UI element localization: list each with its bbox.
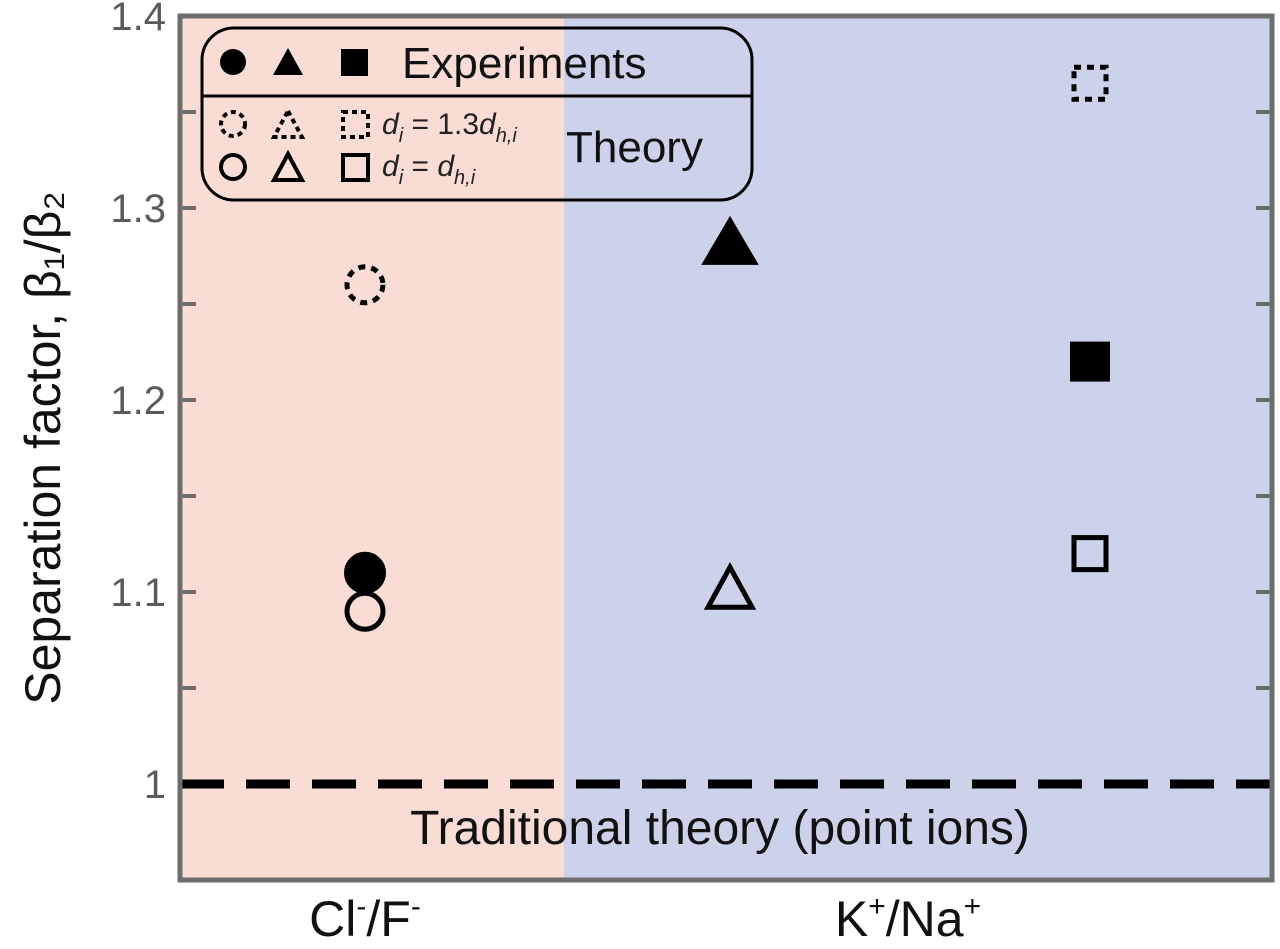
- category-label-k-na: K+/Na+: [835, 890, 981, 947]
- legend-theory-dotted-circle-icon: [219, 110, 247, 138]
- data-markers: [344, 64, 1110, 632]
- legend-experiment-square-icon: [341, 49, 368, 76]
- plot-frame: [177, 13, 1275, 883]
- y-tick-label: 1.1: [110, 571, 166, 615]
- filled-circle-marker: [344, 551, 386, 594]
- k-na-region-background: [564, 16, 1272, 880]
- y-tick-label: 1: [144, 763, 166, 807]
- open-square-marker: [1071, 535, 1109, 573]
- legend-experiment-triangle-icon: [273, 48, 303, 75]
- dotted-square-marker: [1071, 64, 1109, 102]
- legend-theory-dotted-triangle-icon: [270, 106, 306, 139]
- y-tick-label: 1.4: [110, 0, 166, 39]
- reference-line-label: Traditional theory (point ions): [410, 802, 1030, 855]
- legend-theory-open-triangle-icon: [270, 149, 306, 182]
- y-tick-label: 1.2: [110, 379, 166, 423]
- y-axis-title: Separation factor, β₁/β₂: [15, 191, 71, 705]
- category-label-cl-f: Cl-/F-: [309, 890, 421, 947]
- filled-triangle-marker: [701, 215, 759, 265]
- legend-row1-formula: di = 1.3dh,i: [382, 108, 517, 147]
- y-tick-label: 1.3: [110, 187, 166, 231]
- open-circle-marker: [344, 590, 386, 632]
- legend-theory-open-circle-icon: [219, 153, 247, 181]
- legend-box: [200, 26, 754, 202]
- legend-theory-label: Theory: [566, 123, 703, 172]
- legend-theory-open-square-icon: [341, 153, 370, 182]
- dotted-circle-marker: [344, 264, 386, 306]
- legend-experiment-circle-icon: [220, 49, 246, 75]
- open-triangle-marker: [703, 562, 757, 610]
- legend-theory-dotted-square-icon: [341, 110, 370, 139]
- legend: Experiments di = 1.3dh,i di = dh,i Theor…: [200, 26, 754, 202]
- filled-square-marker: [1070, 341, 1110, 382]
- legend-row2-formula: di = dh,i: [382, 150, 476, 189]
- legend-experiments-label: Experiments: [402, 39, 647, 88]
